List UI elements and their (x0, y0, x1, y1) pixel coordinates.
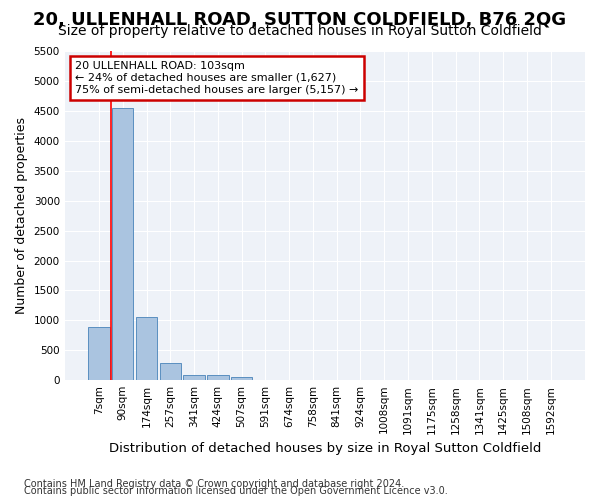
Bar (88, 328, 110, 380)
Bar (231, 377, 253, 380)
Y-axis label: Number of detached properties: Number of detached properties (15, 118, 28, 314)
Bar (184, 374, 205, 380)
Bar (112, 108, 133, 380)
Bar (207, 376, 229, 380)
Bar (136, 318, 157, 380)
Text: 20 ULLENHALL ROAD: 103sqm
← 24% of detached houses are smaller (1,627)
75% of se: 20 ULLENHALL ROAD: 103sqm ← 24% of detac… (75, 62, 358, 94)
Text: 20, ULLENHALL ROAD, SUTTON COLDFIELD, B76 2QG: 20, ULLENHALL ROAD, SUTTON COLDFIELD, B7… (34, 11, 566, 29)
X-axis label: Distribution of detached houses by size in Royal Sutton Coldfield: Distribution of detached houses by size … (109, 442, 541, 455)
Text: Contains HM Land Registry data © Crown copyright and database right 2024.: Contains HM Land Registry data © Crown c… (24, 479, 404, 489)
Bar (160, 364, 181, 380)
Text: Size of property relative to detached houses in Royal Sutton Coldfield: Size of property relative to detached ho… (58, 24, 542, 38)
Text: Contains public sector information licensed under the Open Government Licence v3: Contains public sector information licen… (24, 486, 448, 496)
